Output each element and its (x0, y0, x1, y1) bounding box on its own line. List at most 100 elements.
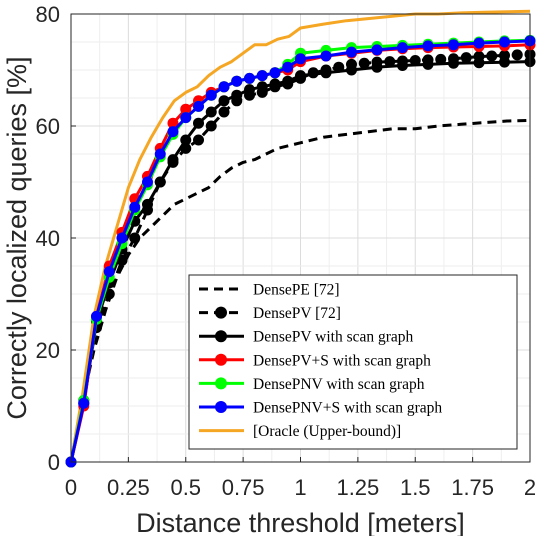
data-point (499, 56, 511, 68)
data-point (409, 54, 421, 66)
data-point (345, 64, 357, 76)
series-3 (65, 56, 536, 468)
x-tick-label: 2 (524, 475, 536, 500)
data-point (129, 232, 141, 244)
data-point (193, 117, 205, 129)
data-point (244, 72, 256, 84)
data-point (371, 44, 383, 56)
data-point (320, 50, 332, 62)
data-point (295, 70, 306, 82)
legend-label: DensePNV with scan graph (253, 376, 425, 393)
legend-label: [Oracle (Upper-bound)] (253, 423, 401, 440)
legend-marker (215, 306, 227, 319)
y-tick-label: 40 (36, 226, 60, 251)
data-point (218, 81, 230, 93)
y-tick-label: 80 (36, 2, 60, 27)
x-tick-label: 0 (65, 475, 77, 500)
data-point (231, 89, 243, 101)
series-line (69, 39, 531, 463)
legend-item: DensePV+S with scan graph (199, 352, 431, 369)
data-point (256, 81, 268, 93)
data-point (345, 46, 357, 58)
data-point (320, 67, 332, 79)
data-point (396, 42, 408, 54)
data-point (103, 266, 115, 278)
legend-label: DensePE [72] (253, 282, 340, 299)
legend-item: DensePNV with scan graph (199, 376, 425, 393)
data-point (269, 67, 281, 79)
series-6 (65, 35, 536, 468)
legend-item: DensePE [72] (199, 282, 340, 299)
data-point (180, 134, 192, 146)
legend-label: DensePV [72] (253, 305, 341, 322)
legend-item: DensePV [72] (199, 305, 341, 322)
series-line (69, 60, 531, 463)
data-point (435, 53, 447, 65)
series-lines (65, 9, 536, 468)
legend-label: DensePNV+S with scan graph (253, 400, 442, 417)
x-tick-label: 1.25 (336, 475, 379, 500)
data-point (167, 126, 179, 138)
data-point (116, 232, 128, 244)
data-point (371, 61, 383, 73)
legend-marker (215, 401, 227, 413)
data-point (231, 75, 243, 87)
data-point (205, 106, 217, 118)
data-point (205, 89, 217, 101)
legend-marker (215, 330, 227, 343)
x-tick-label: 0.25 (107, 475, 150, 500)
data-point (218, 106, 230, 118)
data-point (473, 57, 485, 69)
data-point (295, 53, 306, 65)
legend-item: DensePV with scan graph (199, 329, 414, 346)
data-point (167, 154, 179, 166)
data-point (282, 61, 294, 73)
y-axis-label: Correctly localized queries [%] (2, 56, 32, 419)
data-point (193, 134, 205, 146)
data-point (180, 112, 192, 124)
data-point (282, 75, 294, 87)
data-point (129, 201, 141, 213)
data-point (384, 56, 396, 68)
x-tick-label: 1.75 (451, 475, 494, 500)
data-point (422, 40, 434, 52)
data-point (499, 36, 511, 48)
legend-box (188, 274, 518, 450)
data-point (90, 310, 102, 322)
data-point (180, 103, 192, 115)
series-line (69, 118, 531, 463)
legend: DensePE [72] DensePV [72] DensePV with sca… (188, 274, 518, 450)
data-point (244, 84, 256, 96)
data-point (473, 37, 485, 49)
data-point (218, 95, 230, 107)
x-tick-label: 0.5 (170, 475, 201, 500)
data-point (448, 39, 460, 51)
data-point (422, 58, 434, 70)
data-point (78, 397, 90, 409)
legend-marker (215, 353, 227, 366)
y-tick-label: 0 (48, 450, 60, 475)
data-point (396, 60, 408, 72)
legend-label: DensePV with scan graph (253, 329, 414, 346)
x-tick-label: 1 (294, 475, 306, 500)
data-point (486, 50, 498, 62)
x-axis-label: Distance threshold [meters] (136, 508, 465, 536)
data-point (448, 57, 460, 69)
legend-item: DensePNV+S with scan graph (199, 400, 442, 417)
y-tick-label: 60 (36, 114, 60, 139)
data-point (358, 57, 370, 69)
data-point (154, 148, 166, 160)
data-point (205, 120, 217, 132)
legend-label: DensePV+S with scan graph (253, 352, 431, 369)
series-1 (69, 118, 531, 463)
data-point (154, 176, 166, 188)
data-point (269, 78, 281, 90)
data-point (141, 198, 153, 210)
data-point (167, 117, 179, 129)
data-point (256, 70, 268, 82)
legend-marker (215, 377, 227, 390)
data-point (141, 176, 153, 188)
x-tick-label: 1.5 (400, 475, 431, 500)
